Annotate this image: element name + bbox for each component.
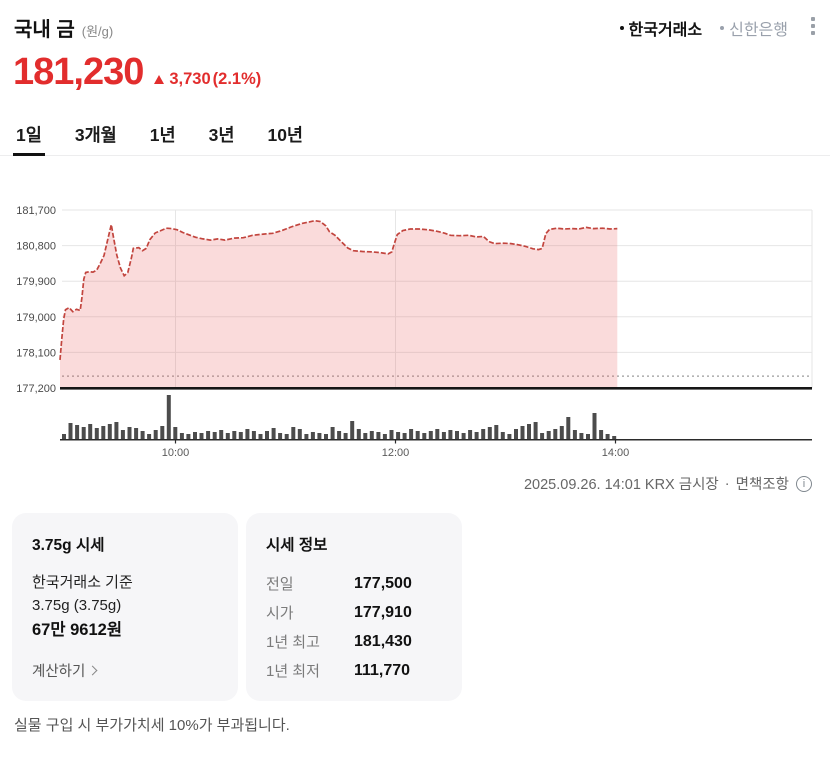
quote-card-title: 시세 정보 — [266, 537, 328, 554]
tab-3years[interactable]: 3년 — [208, 125, 235, 145]
quote-row-value: 111,770 — [354, 661, 411, 679]
quote-row-open: 시가 177,910 — [266, 598, 442, 627]
svg-text:12:00: 12:00 — [382, 447, 410, 459]
quote-row-label: 전일 — [266, 576, 294, 593]
source-toggle: 한국거래소 신한은행 — [619, 16, 788, 40]
price-unit: (원/g) — [81, 24, 114, 39]
weight-card-body: 한국거래소 기준 3.75g (3.75g) 67만 9612원 — [32, 572, 218, 643]
svg-text:181,700: 181,700 — [16, 205, 56, 217]
volume-bars — [62, 395, 617, 439]
quote-row-label: 1년 최저 — [266, 663, 320, 680]
price-line — [59, 219, 618, 360]
tab-1year[interactable]: 1년 — [149, 125, 176, 145]
change-amount: 3,730 — [169, 70, 211, 88]
weight-price-card: 3.75g 시세 한국거래소 기준 3.75g (3.75g) 67만 9612… — [12, 513, 238, 701]
calculator-link[interactable]: 계산하기 — [32, 660, 98, 681]
quote-info-card: 시세 정보 전일 177,500 시가 177,910 1년 최고 181,43… — [246, 513, 462, 701]
change-percent: (2.1%) — [212, 70, 262, 88]
current-price: 181,230 — [13, 51, 144, 93]
up-arrow-icon — [154, 75, 165, 84]
quote-row-value: 181,430 — [354, 632, 412, 650]
weight-card-price: 67만 9612원 — [32, 621, 123, 639]
header: 국내 금 (원/g) — [14, 13, 113, 42]
quote-row-label: 시가 — [266, 605, 294, 622]
bullet-icon — [619, 26, 624, 30]
quote-rows: 전일 177,500 시가 177,910 1년 최고 181,430 1년 최… — [266, 569, 442, 685]
timestamp: 2025.09.26. 14:01 KRX 금시장 — [523, 477, 719, 493]
weight-card-line2: 3.75g (3.75g) — [32, 596, 122, 614]
weight-card-title: 3.75g 시세 — [32, 537, 105, 554]
source-krx[interactable]: 한국거래소 — [619, 16, 703, 40]
price-block: 181,230 3,730 (2.1%) — [13, 51, 261, 94]
separator-dot: · — [724, 475, 730, 492]
quote-row-year-low: 1년 최저 111,770 — [266, 656, 442, 685]
x-axis: 10:00 12:00 14:00 — [162, 439, 630, 459]
svg-text:180,800: 180,800 — [16, 241, 56, 253]
volume-baseline — [60, 439, 812, 441]
price-chart[interactable]: 181,700 180,800 179,900 179,000 178,100 177,2… — [0, 195, 830, 463]
info-icon[interactable]: i — [796, 475, 812, 492]
svg-text:178,100: 178,100 — [16, 347, 56, 359]
chart-meta: 2025.09.26. 14:01 KRX 금시장 · 면책조항 i — [524, 473, 812, 494]
source-shinhan[interactable]: 신한은행 — [720, 16, 788, 40]
kebab-menu-icon[interactable] — [809, 15, 817, 37]
quote-row-value: 177,500 — [354, 574, 412, 592]
calculator-link-label: 계산하기 — [32, 663, 86, 680]
quote-row-label: 1년 최고 — [266, 634, 320, 651]
quote-row-value: 177,910 — [354, 603, 412, 621]
quote-row-year-high: 1년 최고 181,430 — [266, 627, 442, 656]
chart-area: 181,700 180,800 179,900 179,000 178,100 177,2… — [0, 195, 830, 463]
weight-card-line1: 한국거래소 기준 — [32, 574, 133, 591]
bullet-icon — [720, 26, 725, 30]
quote-row-prev: 전일 177,500 — [266, 569, 442, 598]
price-pane-bottom-border — [60, 387, 812, 390]
svg-text:177,200: 177,200 — [16, 383, 56, 395]
svg-text:10:00: 10:00 — [162, 447, 190, 459]
price-change: 3,730 (2.1%) — [154, 70, 261, 89]
tab-10years[interactable]: 10년 — [267, 125, 304, 145]
chevron-right-icon — [87, 665, 98, 676]
svg-text:179,900: 179,900 — [16, 276, 56, 288]
price-area-fill — [60, 220, 618, 388]
source-shinhan-label: 신한은행 — [729, 22, 788, 39]
tab-3months[interactable]: 3개월 — [74, 125, 117, 145]
svg-text:14:00: 14:00 — [602, 447, 630, 459]
period-tabbar: 1일 3개월 1년 3년 10년 — [0, 110, 830, 156]
source-krx-label: 한국거래소 — [628, 22, 703, 39]
vat-notice: 실물 구입 시 부가가치세 10%가 부과됩니다. — [14, 717, 290, 734]
svg-text:179,000: 179,000 — [16, 312, 56, 324]
disclaimer-link[interactable]: 면책조항 — [735, 477, 789, 493]
page-title: 국내 금 — [14, 19, 75, 41]
tab-1day[interactable]: 1일 — [13, 110, 45, 156]
